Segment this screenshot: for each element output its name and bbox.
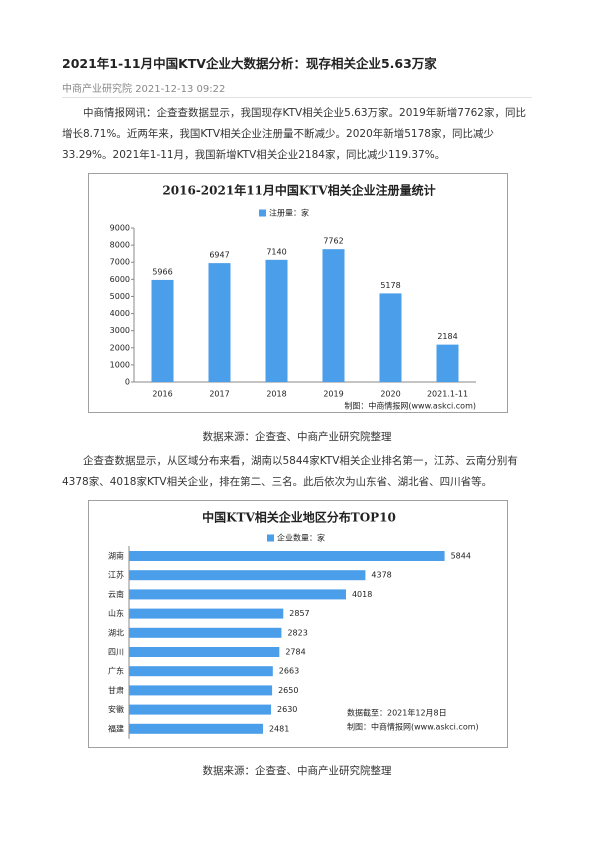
y-tick-label: 5000 xyxy=(110,292,130,301)
value-label: 4018 xyxy=(352,590,372,599)
bar xyxy=(129,647,280,657)
x-tick-label: 2021.1-11 xyxy=(427,390,468,399)
value-label: 2857 xyxy=(289,609,309,618)
bar xyxy=(129,627,282,638)
value-label: 2481 xyxy=(269,724,289,733)
x-tick-label: 2017 xyxy=(209,390,229,399)
value-label: 2630 xyxy=(277,705,297,714)
bar xyxy=(322,249,345,382)
date: 2021-12-13 09:22 xyxy=(135,84,226,95)
article-meta: 中商产业研究院 2021-12-13 09:22 xyxy=(62,80,225,95)
bar xyxy=(129,551,445,561)
y-tick-label: 1000 xyxy=(110,360,130,369)
article-title: 2021年1-11月中国KTV企业大数据分析：现存相关企业5.63万家 xyxy=(62,56,437,71)
y-tick-label: 7000 xyxy=(110,258,130,267)
y-tick-label: 山东 xyxy=(108,608,124,618)
chart-title: 中国KTV相关企业地区分布TOP10 xyxy=(202,510,396,525)
legend-label: 企业数量：家 xyxy=(277,533,325,543)
note: 数据截至：2021年12月8日 xyxy=(347,708,447,718)
caption: 数据来源：企查查、中商产业研究院整理 xyxy=(202,431,392,443)
y-tick-label: 甘肃 xyxy=(108,685,124,695)
y-tick-label: 0 xyxy=(125,378,130,387)
value-label: 2184 xyxy=(437,332,457,341)
value-label: 2650 xyxy=(278,686,298,695)
y-tick-label: 4000 xyxy=(110,309,130,318)
bar xyxy=(129,704,272,715)
chart: 中国KTV相关企业地区分布TOP10 企业数量：家湖南 5844 江苏 4378 云南 40… xyxy=(88,500,508,748)
legend-swatch xyxy=(267,534,274,542)
bar xyxy=(208,263,231,382)
note: 制图：中商情报网(www.askci.com) xyxy=(344,401,476,411)
chart-title: 2016-2021年11月中国KTV相关企业注册量统计 xyxy=(162,183,435,198)
y-tick-label: 湖南 xyxy=(108,551,124,561)
y-tick-label: 四川 xyxy=(108,648,124,657)
paragraph: 企查查数据显示，从区域分布来看，湖南以5844家KTV相关企业排名第一，江苏、云… xyxy=(62,455,518,488)
y-tick-label: 安徽 xyxy=(108,704,124,714)
y-tick-label: 福建 xyxy=(108,723,124,733)
bar xyxy=(129,608,284,619)
divider xyxy=(62,97,532,98)
value-label: 5178 xyxy=(380,281,400,290)
y-tick-label: 广东 xyxy=(108,666,124,676)
caption: 数据来源：企查查、中商产业研究院整理 xyxy=(202,765,392,777)
note: 制图：中商情报网(www.askci.com) xyxy=(347,722,479,732)
value-label: 7762 xyxy=(323,237,343,246)
bar xyxy=(151,279,174,382)
x-tick-label: 2020 xyxy=(380,390,400,399)
value-label: 2663 xyxy=(279,667,299,676)
value-label: 4378 xyxy=(371,571,391,580)
bar xyxy=(436,344,459,382)
paragraph: 中商情报网讯：企查查数据显示，我国现存KTV相关企业5.63万家。2019年新增… xyxy=(62,107,526,161)
x-tick-label: 2016 xyxy=(152,390,172,399)
bar xyxy=(129,570,366,581)
source: 中商产业研究院 xyxy=(62,84,132,95)
x-tick-label: 2018 xyxy=(266,390,286,399)
y-tick-label: 3000 xyxy=(110,326,130,335)
value-label: 6947 xyxy=(209,251,229,260)
y-tick-label: 9000 xyxy=(110,224,130,233)
y-tick-label: 云南 xyxy=(108,589,124,599)
y-tick-label: 江苏 xyxy=(108,570,124,580)
y-tick-label: 2000 xyxy=(110,343,130,352)
bar xyxy=(129,666,273,677)
bar xyxy=(129,685,273,696)
legend-label: 注册量：家 xyxy=(269,208,309,218)
bar xyxy=(379,293,402,382)
bar xyxy=(265,259,288,382)
legend-swatch xyxy=(259,209,266,217)
y-tick-label: 湖北 xyxy=(108,628,124,637)
value-label: 5966 xyxy=(152,267,172,276)
value-label: 2823 xyxy=(287,628,307,637)
value-label: 7140 xyxy=(266,247,286,256)
y-tick-label: 8000 xyxy=(110,241,130,250)
value-label: 2784 xyxy=(285,648,305,657)
value-label: 5844 xyxy=(451,552,471,561)
bar xyxy=(129,589,346,600)
y-tick-label: 6000 xyxy=(110,275,130,284)
x-tick-label: 2019 xyxy=(323,390,343,399)
bar xyxy=(129,723,263,734)
